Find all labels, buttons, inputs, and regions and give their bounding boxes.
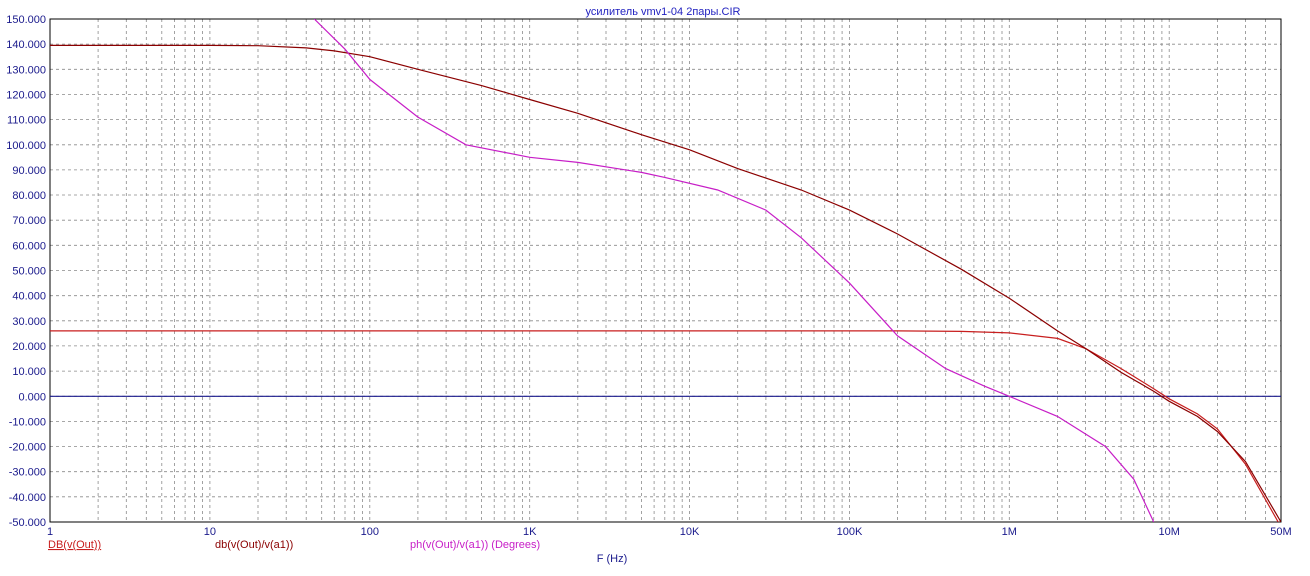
x-tick-label: 1 [47,526,53,538]
x-tick-label: 50M [1270,526,1291,538]
legend: DB(v(Out)) db(v(Out)/v(a1)) ph(v(Out)/v(a1… [48,539,540,551]
y-tick-label: 140.000 [6,39,46,51]
x-tick-label: 100 [361,526,379,538]
legend-entry-1: DB(v(Out)) [48,539,101,551]
y-tick-label: -50.000 [9,517,46,529]
series-lines [50,19,1281,522]
x-tick-labels: 1 10 100 1K 10K 100K 1M 10M 50M [47,526,1292,538]
y-tick-labels: 150.000 140.000 130.000 120.000 110.000 100.0… [6,14,46,529]
grid [50,19,1281,522]
y-tick-label: 120.000 [6,90,46,102]
y-tick-label: -40.000 [9,492,46,504]
y-tick-label: -20.000 [9,442,46,454]
y-tick-label: -30.000 [9,467,46,479]
series-line-1 [50,330,1279,522]
y-tick-label: 50.000 [12,266,46,278]
y-tick-label: 90.000 [12,165,46,177]
y-tick-label: 30.000 [12,316,46,328]
x-tick-label: 10K [680,526,700,538]
y-tick-label: -10.000 [9,416,46,428]
plot-frame [49,18,1282,523]
y-tick-label: 20.000 [12,341,46,353]
y-tick-label: 110.000 [7,115,46,127]
x-tick-label: 1M [1002,526,1017,538]
x-tick-label: 100K [837,526,863,538]
y-tick-label: 100.000 [6,140,46,152]
x-tick-label: 10 [204,526,216,538]
series-line-2 [50,44,1281,522]
y-tick-label: 70.000 [12,215,46,227]
y-tick-label: 60.000 [12,240,46,252]
y-tick-label: 80.000 [12,190,46,202]
y-tick-label: 10.000 [12,366,46,378]
chart-title: усилитель vmv1-04 2пары.CIR [586,6,741,18]
x-axis-label: F (Hz) [597,553,628,565]
y-tick-label: 130.000 [6,64,46,76]
legend-entry-3: ph(v(Out)/v(a1)) (Degrees) [410,539,540,551]
axes [49,18,1282,523]
y-tick-label: 40.000 [12,291,46,303]
legend-entry-2: db(v(Out)/v(a1)) [215,539,293,551]
series-line-3 [313,19,1155,522]
y-tick-label: 0.000 [18,391,46,403]
y-tick-label: 150.000 [6,14,46,26]
x-tick-label: 1K [523,526,537,538]
x-tick-label: 10M [1158,526,1179,538]
